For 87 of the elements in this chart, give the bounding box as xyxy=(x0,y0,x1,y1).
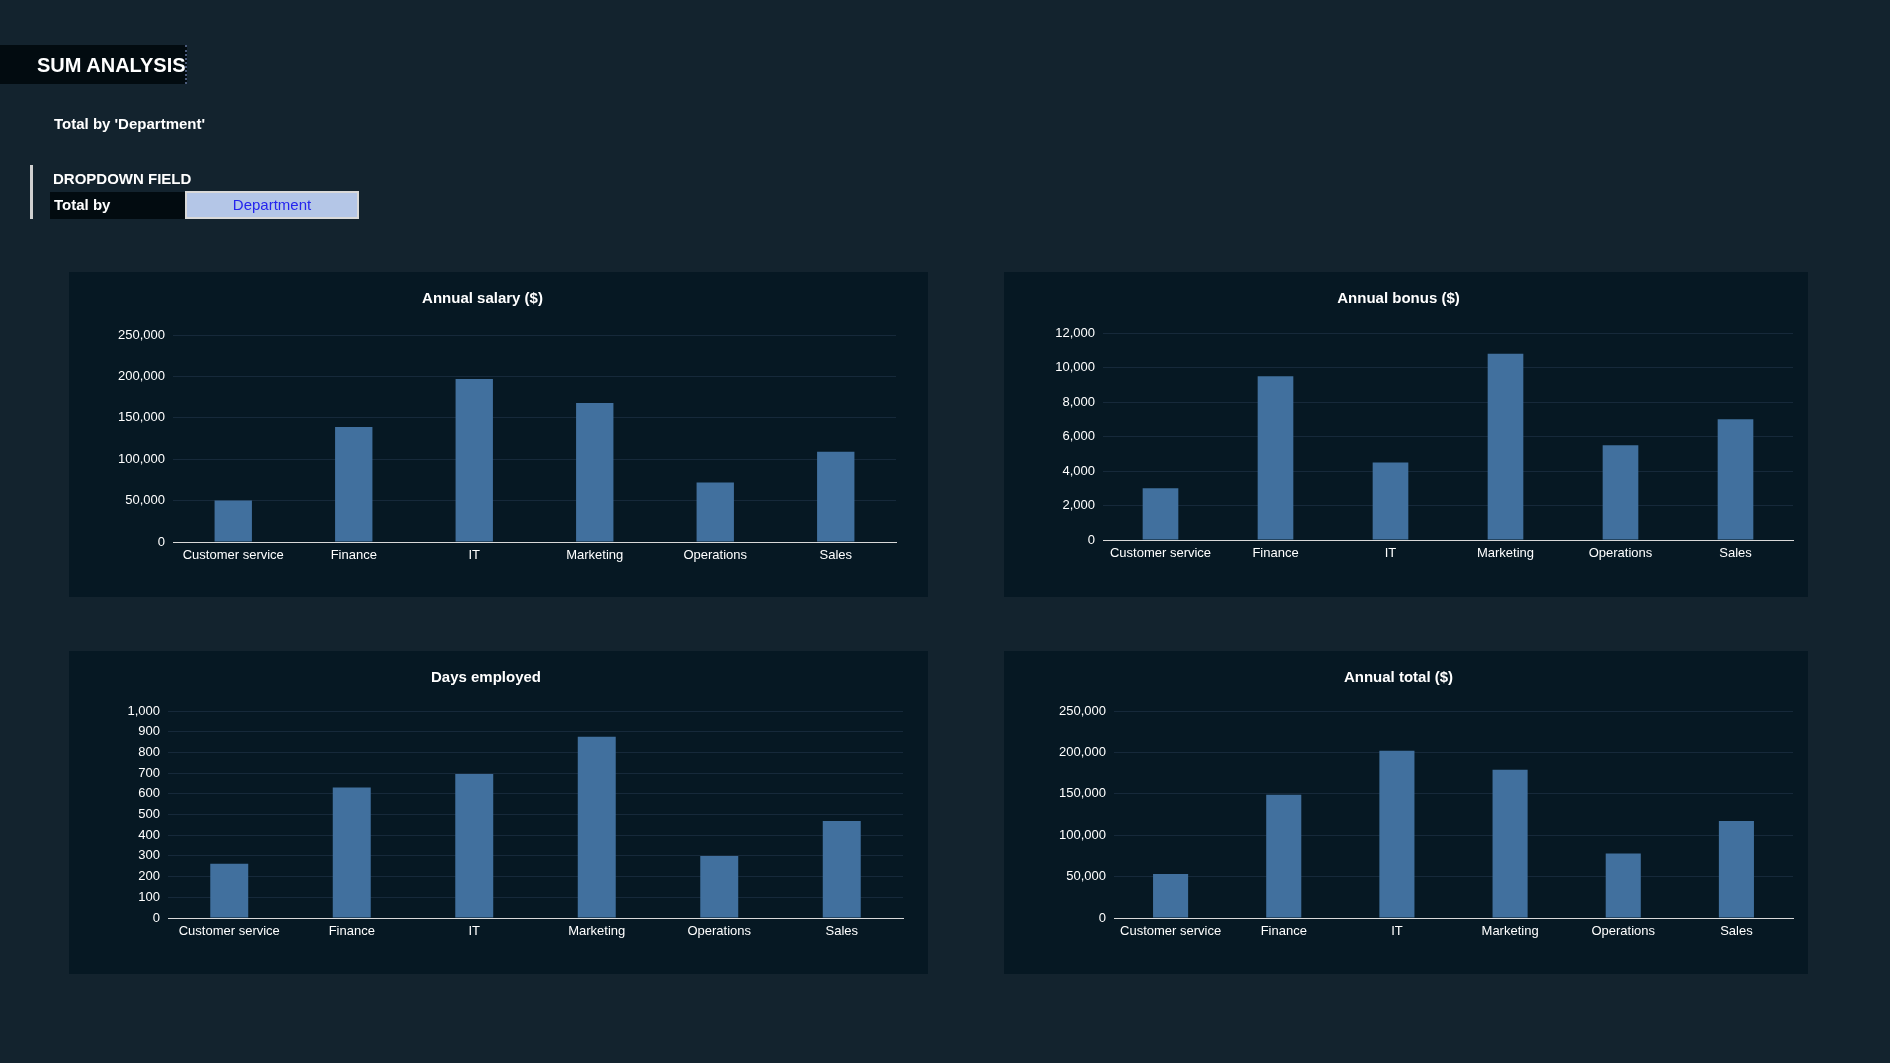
y-tick-label: 1,000 xyxy=(127,702,160,718)
y-tick-label: 0 xyxy=(1087,531,1095,547)
x-tick-label: Finance xyxy=(1260,923,1307,939)
chart-title: Days employed xyxy=(430,668,542,686)
bar xyxy=(1153,874,1189,918)
x-tick-label: IT xyxy=(468,923,481,939)
text: Total by 'Department' xyxy=(54,115,206,133)
x-tick-label: Marketing xyxy=(568,923,626,939)
x-tick-label: Marketing xyxy=(566,547,624,563)
bar xyxy=(817,451,855,542)
bar xyxy=(1257,376,1294,540)
dropdown-field: Department xyxy=(185,191,359,219)
x-tick-label: Marketing xyxy=(1476,545,1535,561)
y-tick-label: 200 xyxy=(138,868,160,884)
bar xyxy=(1266,794,1302,918)
bar xyxy=(455,378,493,542)
x-tick-label: IT xyxy=(468,547,481,563)
y-tick-label: 600 xyxy=(138,785,160,801)
y-tick-label: 2,000 xyxy=(1062,497,1095,513)
x-tick-label: Sales xyxy=(1719,545,1753,561)
y-tick-label: 10,000 xyxy=(1055,359,1095,375)
x-tick-label: Operations xyxy=(1588,545,1653,561)
y-tick-label: 200,000 xyxy=(118,367,165,383)
bar xyxy=(1492,769,1528,918)
y-tick-label: 900 xyxy=(138,723,160,739)
y-tick-label: 700 xyxy=(138,764,160,780)
bar xyxy=(335,426,373,542)
y-tick-label: 50,000 xyxy=(125,492,165,508)
chart-title: Annual total ($) xyxy=(1343,668,1454,686)
y-tick-label: 400 xyxy=(138,826,160,842)
y-tick-label: 200,000 xyxy=(1059,743,1106,759)
x-tick-label: Sales xyxy=(819,547,853,563)
x-tick-label: IT xyxy=(1391,923,1403,939)
y-tick-label: 800 xyxy=(138,743,160,759)
x-tick-label: Finance xyxy=(328,923,375,939)
y-tick-label: 50,000 xyxy=(1066,868,1106,884)
y-tick-label: 100,000 xyxy=(118,450,165,466)
y-tick-label: 0 xyxy=(1098,909,1106,925)
y-tick-label: 100,000 xyxy=(1059,826,1106,842)
chart-title: Annual bonus ($) xyxy=(1337,289,1460,307)
bar xyxy=(455,773,494,918)
x-tick-label: Sales xyxy=(1720,923,1754,939)
text: SUM ANALYSIS xyxy=(37,54,186,76)
y-tick-label: 150,000 xyxy=(118,409,165,425)
bar xyxy=(822,821,861,918)
chart-title: Annual salary ($) xyxy=(422,289,543,307)
x-tick-label: Operations xyxy=(1591,923,1656,939)
y-tick-label: 150,000 xyxy=(1059,785,1106,801)
bar xyxy=(1602,445,1639,540)
bar xyxy=(700,855,739,918)
bar xyxy=(696,482,734,542)
y-tick-label: 250,000 xyxy=(118,326,165,342)
y-tick-label: 4,000 xyxy=(1062,462,1095,478)
x-tick-label: Finance xyxy=(330,547,377,563)
x-tick-label: Finance xyxy=(1252,545,1299,561)
text: Total by xyxy=(54,196,111,214)
x-tick-label: Customer service xyxy=(1109,545,1212,561)
x-tick-label: Marketing xyxy=(1481,923,1539,939)
y-tick-label: 12,000 xyxy=(1055,324,1095,340)
bar xyxy=(1487,353,1524,540)
y-tick-label: 0 xyxy=(152,909,160,925)
bar xyxy=(576,402,614,542)
y-tick-label: 8,000 xyxy=(1062,393,1095,409)
bar xyxy=(332,787,371,918)
bar xyxy=(1142,488,1179,540)
x-tick-label: Operations xyxy=(687,923,752,939)
y-tick-label: 300 xyxy=(138,847,160,863)
x-tick-label: Customer service xyxy=(1120,923,1222,939)
y-tick-label: 500 xyxy=(138,806,160,822)
bar xyxy=(210,863,249,918)
bar xyxy=(1717,419,1754,540)
bar xyxy=(1718,821,1754,918)
bar xyxy=(1372,462,1409,540)
text: DROPDOWN FIELD xyxy=(53,170,192,188)
bar xyxy=(1605,853,1641,918)
x-tick-label: IT xyxy=(1384,545,1397,561)
bar xyxy=(214,500,252,542)
bar xyxy=(1379,750,1415,918)
x-tick-label: Sales xyxy=(825,923,859,939)
y-tick-label: 250,000 xyxy=(1059,702,1106,718)
x-tick-label: Customer service xyxy=(182,547,284,563)
x-tick-label: Customer service xyxy=(178,923,280,939)
y-tick-label: 6,000 xyxy=(1062,428,1095,444)
y-tick-label: 100 xyxy=(138,888,160,904)
x-tick-label: Operations xyxy=(683,547,748,563)
y-tick-label: 0 xyxy=(157,533,165,549)
bar xyxy=(577,736,616,918)
